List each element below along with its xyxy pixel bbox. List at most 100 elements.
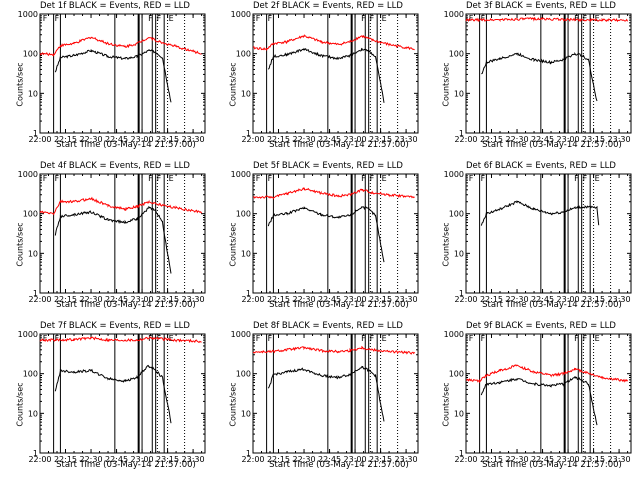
- series-line: [480, 376, 598, 426]
- x-tick-label: 22:45: [105, 295, 128, 304]
- x-tick-label: 23:30: [182, 295, 205, 304]
- chart-panel: Det 3f BLACK = Events, RED = LLD Start Ti…: [426, 0, 639, 160]
- series-line: [465, 16, 629, 23]
- series-line: [39, 196, 203, 216]
- y-tick-label: 100: [23, 210, 38, 219]
- x-axis-label: Start Time (03-May-14 21:57:00): [482, 300, 622, 310]
- chart-title: Det 9f BLACK = Events, RED = LLD: [466, 321, 616, 331]
- x-tick-label: 22:00: [241, 295, 264, 304]
- marker-label: F: [43, 14, 48, 23]
- plot-frame: [465, 333, 632, 454]
- x-tick-label: 22:15: [267, 295, 290, 304]
- x-tick-label: 22:15: [267, 135, 290, 144]
- y-tick-label: 1000: [444, 10, 464, 19]
- y-tick-label: 1000: [231, 10, 251, 19]
- marker-label: F: [583, 334, 588, 343]
- x-tick-label: 23:00: [557, 135, 580, 144]
- y-tick-label: 10: [454, 249, 464, 258]
- marker-label: F: [148, 334, 153, 343]
- marker-label: F: [370, 174, 375, 183]
- chart-title: Det 3f BLACK = Events, RED = LLD: [466, 1, 616, 11]
- x-tick-label: 23:30: [395, 455, 418, 464]
- x-tick-label: 22:30: [79, 135, 102, 144]
- x-tick-label: 23:15: [582, 135, 605, 144]
- chart-title: Det 6f BLACK = Events, RED = LLD: [466, 161, 616, 171]
- marker-label: F: [55, 174, 60, 183]
- marker-label: F: [256, 174, 261, 183]
- marker-label: F: [370, 334, 375, 343]
- x-tick-label: 22:00: [28, 135, 51, 144]
- y-tick-label: 10: [28, 89, 38, 98]
- y-tick-label: 10: [241, 409, 251, 418]
- x-tick-label: 23:15: [156, 455, 179, 464]
- chart-title: Det 1f BLACK = Events, RED = LLD: [40, 1, 190, 11]
- marker-label: F: [361, 14, 366, 23]
- plot-frame: [465, 173, 632, 294]
- series-line: [481, 51, 598, 102]
- chart-panel: Det 2f BLACK = Events, RED = LLD Start Ti…: [213, 0, 426, 160]
- marker-label: E: [169, 174, 174, 183]
- marker-label: F: [469, 14, 474, 23]
- x-tick-label: 22:45: [105, 455, 128, 464]
- chart-title: Det 5f BLACK = Events, RED = LLD: [253, 161, 403, 171]
- x-tick-label: 22:15: [54, 455, 77, 464]
- chart-svg: 1 10 100 1000 22:00 22:15 22:30 22:45 23:00 23:15…: [231, 330, 419, 464]
- marker-label: F: [574, 14, 579, 23]
- x-tick-label: 22:15: [480, 295, 503, 304]
- x-tick-label: 22:00: [28, 455, 51, 464]
- chart-svg: 1 10 100 1000 22:00 22:15 22:30 22:45 23:00 23:15…: [444, 170, 632, 304]
- x-axis-label: Start Time (03-May-14 21:57:00): [482, 140, 622, 150]
- marker-label: F: [268, 334, 273, 343]
- marker-label: F: [268, 14, 273, 23]
- series-line: [54, 48, 172, 103]
- plot-frame: [39, 173, 206, 294]
- y-tick-label: 1000: [444, 170, 464, 179]
- series-line: [480, 200, 600, 226]
- x-tick-label: 23:30: [395, 295, 418, 304]
- series-line: [252, 187, 415, 200]
- x-tick-label: 23:15: [582, 295, 605, 304]
- x-tick-label: 22:30: [505, 455, 528, 464]
- x-tick-label: 23:00: [344, 455, 367, 464]
- y-tick-label: 10: [241, 249, 251, 258]
- x-tick-label: 22:00: [454, 455, 477, 464]
- y-tick-label: 100: [236, 370, 251, 379]
- chart-panel: Det 4f BLACK = Events, RED = LLD Start Ti…: [0, 160, 213, 320]
- x-axis-label: Start Time (03-May-14 21:57:00): [482, 460, 622, 470]
- x-tick-label: 22:30: [292, 295, 315, 304]
- chart-panel: Det 1f BLACK = Events, RED = LLD Start Ti…: [0, 0, 213, 160]
- x-tick-label: 22:15: [54, 135, 77, 144]
- y-tick-label: 10: [241, 89, 251, 98]
- x-tick-label: 23:30: [182, 135, 205, 144]
- chart-title: Det 2f BLACK = Events, RED = LLD: [253, 1, 403, 11]
- plot-frame: [252, 13, 419, 134]
- series-line: [54, 205, 172, 274]
- x-tick-label: 23:15: [369, 455, 392, 464]
- x-axis-label: Start Time (03-May-14 21:57:00): [56, 300, 196, 310]
- x-tick-label: 23:00: [557, 295, 580, 304]
- x-tick-label: 23:15: [156, 135, 179, 144]
- chart-svg: 1 10 100 1000 22:00 22:15 22:30 22:45 23:00 23:15…: [18, 170, 206, 304]
- marker-label: F: [148, 174, 153, 183]
- x-tick-label: 22:30: [505, 295, 528, 304]
- series-line: [267, 365, 385, 422]
- chart-title: Det 4f BLACK = Events, RED = LLD: [40, 161, 190, 171]
- marker-label: E: [382, 14, 387, 23]
- plot-frame: [39, 333, 206, 454]
- x-tick-label: 22:00: [241, 455, 264, 464]
- marker-label: E: [169, 334, 174, 343]
- x-tick-label: 23:15: [369, 295, 392, 304]
- x-tick-label: 22:30: [79, 455, 102, 464]
- x-tick-label: 22:15: [267, 455, 290, 464]
- x-tick-label: 22:45: [531, 455, 554, 464]
- y-tick-label: 1000: [231, 170, 251, 179]
- x-tick-label: 22:45: [318, 135, 341, 144]
- y-tick-label: 1000: [231, 330, 251, 339]
- marker-label: F: [469, 174, 474, 183]
- x-tick-label: 22:45: [531, 295, 554, 304]
- x-tick-label: 23:15: [369, 135, 392, 144]
- chart-panel: Det 6f BLACK = Events, RED = LLD Start Ti…: [426, 160, 639, 320]
- x-tick-label: 22:45: [105, 135, 128, 144]
- x-axis-label: Start Time (03-May-14 21:57:00): [56, 140, 196, 150]
